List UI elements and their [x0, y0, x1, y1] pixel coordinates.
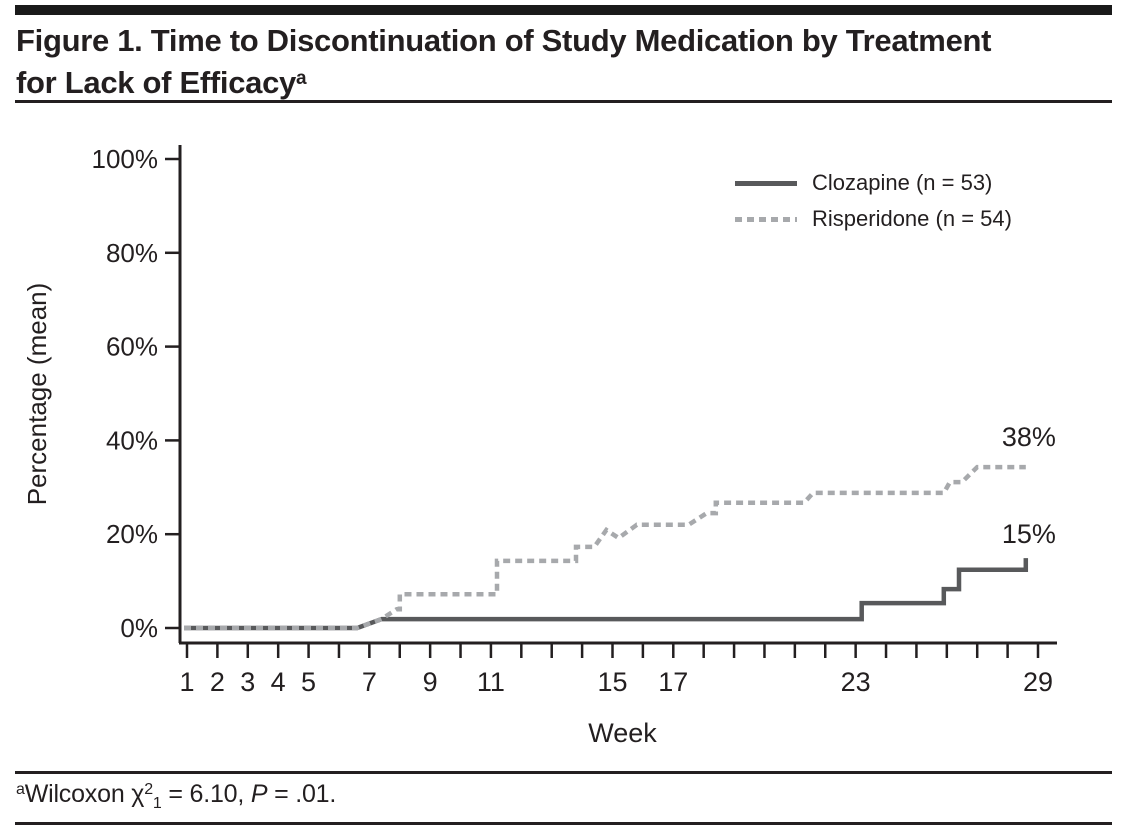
- y-tick-label: 20%: [106, 519, 158, 549]
- x-tick-label: 17: [658, 667, 688, 697]
- y-tick-label: 40%: [106, 425, 158, 455]
- figure-title: Figure 1. Time to Discontinuation of Stu…: [16, 22, 1110, 102]
- legend: Clozapine (n = 53) Risperidone (n = 54): [735, 165, 1012, 237]
- footnote-marker: a: [16, 781, 25, 798]
- x-tick-label: 1: [179, 667, 194, 697]
- footnote: aWilcoxon χ21 = 6.10, P = .01.: [16, 780, 336, 813]
- x-tick-label: 29: [1023, 667, 1053, 697]
- series-risperidone: [184, 464, 1026, 631]
- p-value-symbol: P: [250, 780, 268, 808]
- annotation-15: 15%: [1002, 519, 1056, 549]
- footnote-text-2: = 6.10,: [161, 780, 251, 808]
- footnote-text-3: = .01.: [267, 780, 337, 808]
- x-tick-label: 4: [271, 667, 286, 697]
- y-tick-label: 80%: [106, 238, 158, 268]
- y-tick-label: 0%: [120, 613, 158, 643]
- x-tick-label: 15: [597, 667, 627, 697]
- x-tick-label: 9: [423, 667, 438, 697]
- top-bar-rule: [15, 5, 1112, 15]
- x-tick-label: 23: [841, 667, 871, 697]
- x-tick-label: 5: [301, 667, 316, 697]
- solid-line-swatch-icon: [735, 180, 797, 186]
- dashed-line-swatch-icon: [735, 216, 797, 222]
- figure-title-line1: Figure 1. Time to Discontinuation of Stu…: [16, 23, 992, 58]
- y-tick-label: 60%: [106, 332, 158, 362]
- figure-title-superscript: a: [295, 68, 307, 89]
- chi-squared-exponent: 2: [144, 781, 153, 798]
- x-tick-label: 11: [477, 667, 505, 697]
- figure-title-line2: for Lack of Efficacy: [16, 65, 296, 100]
- legend-item-risperidone: Risperidone (n = 54): [735, 201, 1012, 237]
- x-tick-label: 3: [240, 667, 255, 697]
- legend-label-risperidone: Risperidone (n = 54): [812, 206, 1012, 231]
- x-axis-title: Week: [588, 718, 657, 748]
- chi-squared-df: 1: [152, 795, 162, 812]
- y-tick-label: 100%: [92, 144, 159, 174]
- footnote-bottom-rule: [15, 822, 1112, 825]
- x-tick-label: 2: [210, 667, 225, 697]
- legend-label-clozapine: Clozapine (n = 53): [812, 170, 993, 195]
- footnote-text-1: Wilcoxon χ: [24, 780, 145, 808]
- legend-item-clozapine: Clozapine (n = 53): [735, 165, 1012, 201]
- annotation-38: 38%: [1002, 422, 1056, 452]
- series-clozapine: [184, 558, 1029, 631]
- title-divider-rule: [15, 100, 1112, 103]
- y-axis-title: Percentage (mean): [22, 283, 52, 506]
- x-tick-label: 7: [362, 667, 377, 697]
- footnote-top-rule: [15, 771, 1112, 774]
